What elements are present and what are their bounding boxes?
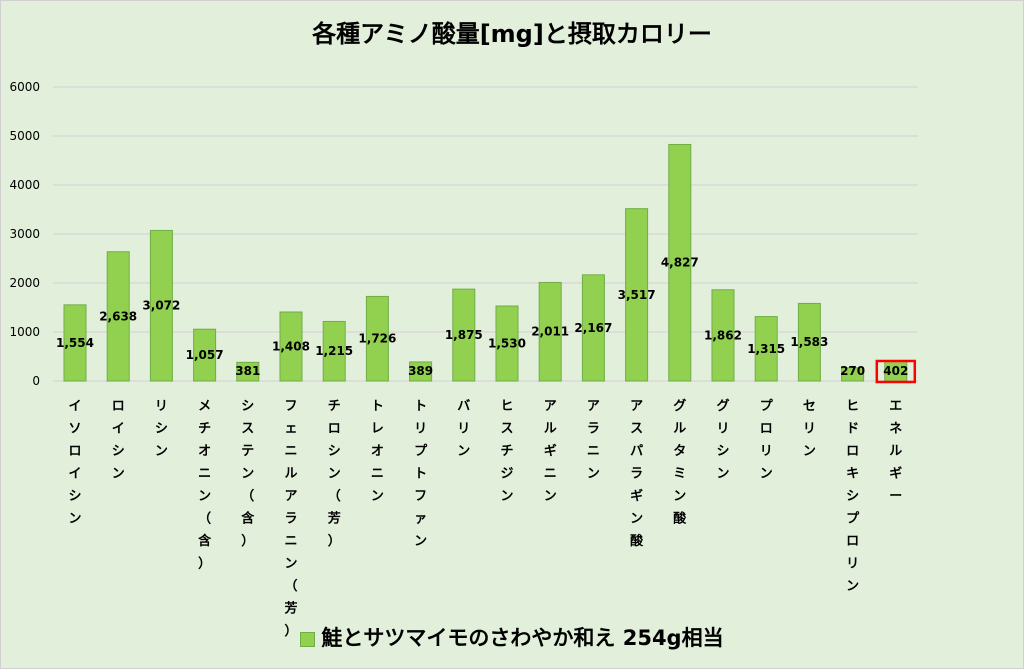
bar: [236, 361, 260, 382]
bar: [106, 251, 130, 382]
bar: [452, 288, 476, 382]
x-category-label: グリシン: [716, 398, 729, 482]
y-tick-label: 4000: [9, 178, 40, 192]
bar: [711, 289, 735, 382]
y-tick-label: 3000: [9, 227, 40, 241]
x-category-label: チロシン（芳）: [328, 399, 341, 549]
x-category-label: トリプトファン: [414, 399, 428, 549]
x-category-label: フェニルアラニン（芳）: [284, 399, 297, 639]
data-label: 270: [840, 364, 865, 378]
x-category-label: ヒドロキシプロリン: [846, 399, 860, 594]
x-category-label: リシン: [155, 399, 168, 459]
highlight-box: [875, 359, 917, 384]
data-label: 389: [408, 364, 433, 378]
data-label: 2,638: [99, 309, 137, 323]
x-category-label: ヒスチジン: [500, 399, 513, 504]
data-label: 402: [883, 364, 908, 378]
bar: [754, 316, 778, 382]
legend-swatch: [300, 631, 316, 647]
y-tick-label: 1000: [9, 325, 40, 339]
y-tick-label: 2000: [9, 276, 40, 290]
data-label: 1,583: [790, 335, 828, 349]
data-label: 2,167: [574, 321, 612, 335]
y-tick-label: 5000: [9, 129, 40, 143]
data-label: 1,215: [315, 344, 353, 358]
bar: [581, 274, 605, 382]
data-label: 4,827: [661, 256, 699, 270]
data-label: 1,726: [358, 332, 396, 346]
y-tick-label: 0: [32, 374, 40, 388]
x-category-label: アラニン: [587, 399, 600, 482]
x-category-label: ロイシン: [112, 399, 125, 482]
data-label: 2,011: [531, 325, 569, 339]
x-category-label: プロリン: [760, 399, 774, 482]
bar: [409, 361, 433, 382]
x-category-label: アスパラギン酸: [630, 399, 644, 549]
data-label: 3,072: [142, 299, 180, 313]
x-category-label: システン（含）: [240, 399, 255, 549]
x-category-label: トレオニン: [371, 399, 384, 504]
x-category-label: アルギニン: [544, 399, 557, 504]
data-label: 3,517: [618, 288, 656, 302]
data-label: 1,862: [704, 328, 742, 342]
x-category-label: グルタミン酸: [673, 398, 687, 527]
x-category-label: セリン: [803, 399, 816, 459]
bar: [365, 295, 389, 382]
legend-label: 鮭とサツマイモのさわやか和え 254g相当: [321, 626, 724, 650]
bar: [193, 328, 217, 382]
x-category-label: エネルギー: [889, 399, 902, 504]
bar: [538, 281, 562, 382]
data-label: 1,554: [56, 336, 94, 350]
bar: [841, 367, 865, 382]
bar: [797, 302, 821, 382]
bar: [63, 304, 87, 382]
data-label: 1,315: [747, 342, 785, 356]
data-label: 1,875: [445, 328, 483, 342]
bar: [322, 320, 346, 382]
bar: [495, 305, 519, 382]
y-tick-label: 6000: [9, 80, 40, 94]
data-label: 1,057: [186, 348, 224, 362]
bar: [149, 229, 173, 382]
bar: [279, 311, 303, 382]
x-category-label: メチオニン（含）: [197, 399, 212, 572]
chart-title: 各種アミノ酸量[mg]と摂取カロリー: [312, 20, 712, 48]
bar: [668, 143, 692, 382]
data-label: 381: [235, 364, 260, 378]
x-category-label: バリン: [457, 399, 470, 459]
x-category-label: イソロイシン: [68, 399, 81, 527]
legend: 鮭とサツマイモのさわやか和え 254g相当: [0, 622, 1024, 652]
data-label: 1,530: [488, 337, 526, 351]
data-label: 1,408: [272, 340, 310, 354]
bar: [625, 208, 649, 382]
